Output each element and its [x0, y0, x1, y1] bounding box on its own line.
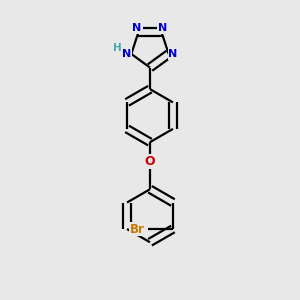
Text: N: N — [169, 49, 178, 59]
Text: H: H — [113, 43, 122, 53]
Text: N: N — [122, 49, 131, 59]
Text: N: N — [132, 23, 142, 33]
Text: N: N — [158, 23, 168, 33]
Text: Br: Br — [130, 223, 145, 236]
Text: O: O — [145, 155, 155, 168]
